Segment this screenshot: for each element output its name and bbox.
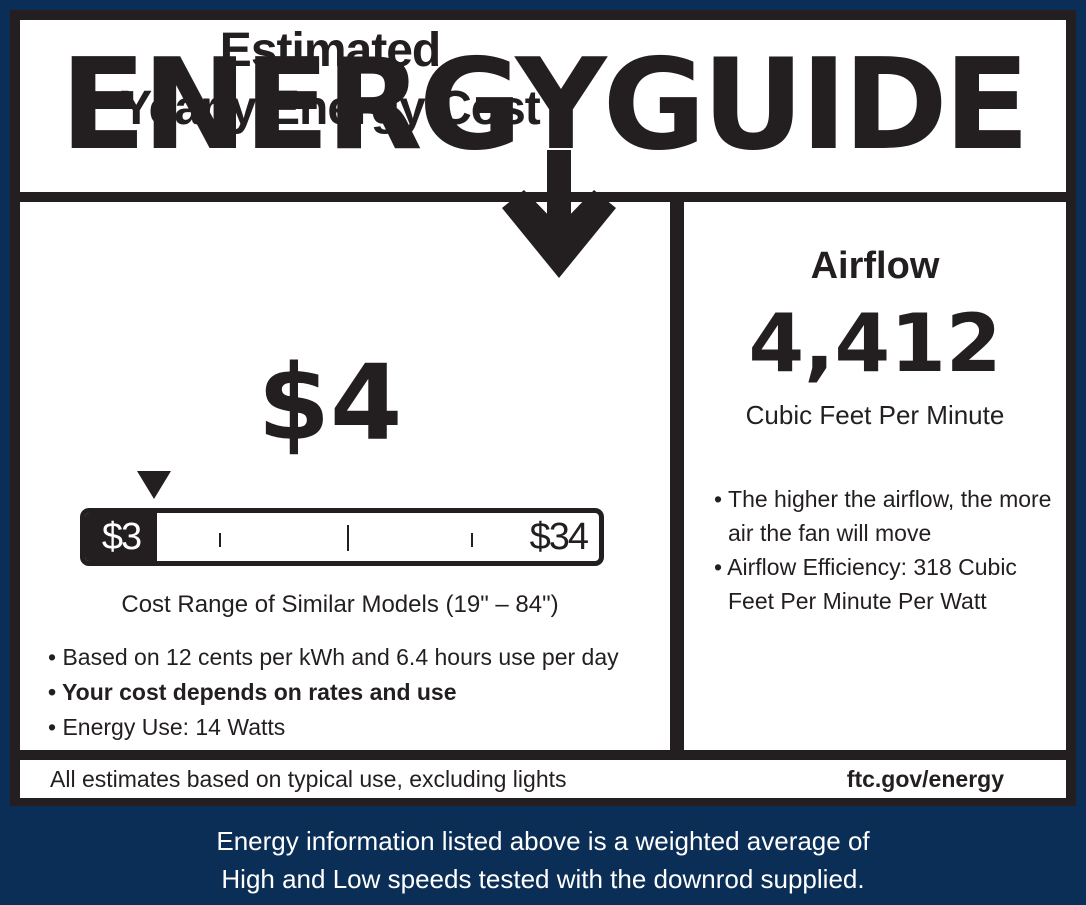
note-energy-use: • Energy Use: 14 Watts (48, 714, 286, 740)
scale-max-label: $34 (529, 516, 589, 558)
cost-heading-line2: Yearly Energy Cost (120, 82, 541, 135)
scale-tick (347, 525, 349, 551)
cost-panel (20, 202, 670, 750)
title-panel: ENERGYGUIDE (20, 20, 1066, 192)
footer-panel (20, 760, 1066, 798)
disclaimer-line2: High and Low speeds tested with the down… (221, 864, 865, 894)
footer-estimates-note: All estimates based on typical use, excl… (50, 766, 567, 792)
arrow-down-icon (502, 150, 616, 278)
cost-heading-line1: Estimated (219, 24, 441, 77)
note-cost-depends: • Your cost depends on rates and use (48, 679, 457, 705)
airflow-note-efficiency: • Airflow Efficiency: 318 Cubic Feet Per… (714, 554, 1017, 614)
airflow-title: Airflow (810, 245, 940, 287)
airflow-unit: Cubic Feet Per Minute (745, 400, 1005, 430)
energy-guide-label: ENERGYGUIDE (10, 10, 1076, 806)
footer-ftc-link: ftc.gov/energy (846, 766, 1004, 792)
cost-range-scale: $3 $34 (80, 508, 604, 566)
cost-notes: • Based on 12 cents per kWh and 6.4 hour… (48, 640, 619, 745)
estimated-cost-value: $4 (257, 342, 403, 464)
scale-min-label: $3 (85, 513, 157, 561)
range-caption: Cost Range of Similar Models (19" – 84") (121, 591, 559, 618)
disclaimer-line1: Energy information listed above is a wei… (216, 826, 870, 856)
triangle-down-icon (137, 471, 171, 499)
note-rate: • Based on 12 cents per kWh and 6.4 hour… (48, 644, 619, 670)
scale-tick (219, 533, 221, 547)
cost-heading: Estimated Yearly Energy Cost (0, 22, 660, 138)
airflow-panel (684, 202, 1066, 750)
scale-tick (471, 533, 473, 547)
disclaimer: Energy information listed above is a wei… (0, 822, 1086, 898)
airflow-value: 4,412 (748, 297, 1002, 390)
airflow-note-more-air: • The higher the airflow, the more air t… (714, 486, 1052, 546)
brand-title: ENERGYGUIDE (60, 31, 1030, 178)
airflow-notes: • The higher the airflow, the more air t… (714, 482, 1054, 618)
